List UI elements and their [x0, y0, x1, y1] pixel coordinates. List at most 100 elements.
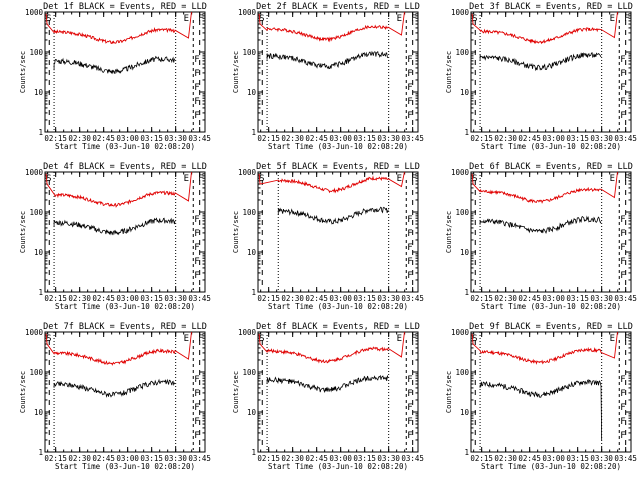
x-tick-label: 02:30	[494, 134, 517, 143]
y-tick-label: 100	[455, 48, 469, 57]
y-tick-label: 100	[242, 48, 256, 57]
start-marker-letter: S	[46, 334, 51, 344]
panel-title: Det 1f BLACK = Events, RED = LLD	[43, 2, 207, 12]
series-events-line	[53, 217, 176, 236]
x-tick-label: 03:15	[140, 294, 163, 303]
x-axis-label: Start Time (03-Jun-10 02:08:20)	[481, 302, 621, 311]
series-lld-line	[471, 331, 618, 365]
x-tick-label: 02:45	[518, 294, 541, 303]
series-events-line	[53, 378, 176, 398]
x-tick-label: 03:45	[614, 454, 637, 463]
f-marker-letter: F	[194, 431, 199, 441]
x-tick-label: 03:45	[401, 134, 424, 143]
x-tick-label: 02:15	[257, 454, 280, 463]
y-tick-label: 1000	[238, 168, 257, 177]
start-marker-letter: S	[259, 174, 264, 184]
x-tick-label: 03:30	[377, 294, 400, 303]
f-marker-letter: F	[407, 271, 412, 281]
x-tick-label: 03:00	[542, 454, 565, 463]
y-axis-label: Counts/sec	[19, 371, 27, 413]
start-marker-letter: S	[472, 174, 477, 184]
f-marker-letter: F	[620, 271, 625, 281]
x-tick-label: 03:15	[566, 454, 589, 463]
x-tick-label: 02:45	[92, 134, 115, 143]
panel-det-1f: Det 1f BLACK = Events, RED = LLD 1 10 100 10…	[19, 2, 211, 151]
end-marker-letter: E	[610, 174, 615, 184]
panel-det-5f: Det 5f BLACK = Events, RED = LLD 1 10 100 10…	[232, 162, 424, 311]
x-tick-label: 03:15	[353, 134, 376, 143]
x-tick-label: 03:45	[614, 134, 637, 143]
x-tick-label: 02:15	[44, 454, 67, 463]
panel-det-2f: Det 2f BLACK = Events, RED = LLD 1 10 100 10…	[232, 2, 424, 151]
panel-title: Det 7f BLACK = Events, RED = LLD	[43, 322, 207, 332]
x-tick-label: 02:45	[518, 134, 541, 143]
y-tick-label: 1	[38, 288, 43, 297]
x-tick-label: 03:15	[140, 134, 163, 143]
y-tick-label: 1000	[25, 8, 44, 17]
panel-title: Det 5f BLACK = Events, RED = LLD	[256, 162, 420, 172]
x-tick-label: 03:00	[329, 454, 352, 463]
y-tick-label: 1000	[25, 168, 44, 177]
end-marker-letter: E	[184, 334, 189, 344]
f-marker-letter: F	[620, 417, 625, 427]
series-lld-line	[471, 171, 618, 204]
end-marker-letter: E	[610, 14, 615, 24]
y-tick-label: 100	[455, 208, 469, 217]
x-tick-label: 03:15	[140, 454, 163, 463]
y-tick-label: 10	[460, 408, 470, 417]
f-marker-letter: F	[407, 417, 412, 427]
x-tick-label: 03:45	[401, 294, 424, 303]
x-tick-label: 03:45	[614, 294, 637, 303]
f-marker-letter: F	[194, 403, 199, 413]
x-axis-label: Start Time (03-Jun-10 02:08:20)	[481, 462, 621, 471]
panel-det-3f: Det 3f BLACK = Events, RED = LLD 1 10 100 10…	[445, 2, 637, 151]
f-marker-letter: F	[620, 215, 625, 225]
series-lld-line	[258, 11, 405, 43]
x-tick-label: 03:45	[188, 454, 211, 463]
series-events-line	[266, 50, 389, 70]
f-marker-letter: F	[194, 215, 199, 225]
start-marker-letter: S	[472, 334, 477, 344]
x-tick-label: 02:45	[92, 294, 115, 303]
series-lld-line	[471, 11, 618, 45]
f-marker-letter: F	[620, 55, 625, 65]
f-marker-letter: F	[194, 97, 199, 107]
f-marker-letter: F	[620, 389, 625, 399]
plot-frame	[470, 171, 632, 293]
series-events-line	[479, 52, 602, 72]
f-marker-letter: F	[411, 334, 416, 344]
f-marker-letter: F	[407, 229, 412, 239]
y-tick-label: 1	[464, 128, 469, 137]
y-tick-label: 100	[242, 208, 256, 217]
y-tick-label: 1	[38, 128, 43, 137]
plot-frame	[257, 171, 419, 293]
x-tick-label: 02:15	[470, 454, 493, 463]
f-marker-letter: F	[407, 375, 412, 385]
f-marker-letter: F	[407, 83, 412, 93]
panel-det-9f: Det 9f BLACK = Events, RED = LLD 1 10 100 10…	[445, 322, 637, 471]
y-tick-label: 100	[29, 208, 43, 217]
x-tick-label: 02:45	[518, 454, 541, 463]
end-marker-letter: E	[610, 334, 615, 344]
x-tick-label: 02:15	[470, 134, 493, 143]
y-tick-label: 10	[247, 248, 257, 257]
f-marker-letter: F	[624, 174, 629, 184]
f-marker-letter: F	[198, 334, 203, 344]
x-tick-label: 02:30	[281, 134, 304, 143]
plot-frame	[470, 331, 632, 453]
y-tick-label: 100	[242, 368, 256, 377]
y-axis-label: Counts/sec	[445, 211, 453, 253]
y-tick-label: 1000	[451, 168, 470, 177]
series-events-line	[479, 215, 602, 234]
x-tick-label: 03:00	[329, 294, 352, 303]
x-tick-label: 03:30	[590, 294, 613, 303]
y-tick-label: 1000	[25, 328, 44, 337]
start-marker-letter: S	[259, 334, 264, 344]
series-lld-line	[258, 171, 405, 194]
f-marker-letter: F	[620, 243, 625, 253]
plot-frame	[44, 171, 206, 293]
f-marker-letter: F	[407, 257, 412, 267]
panel-det-4f: Det 4f BLACK = Events, RED = LLD 1 10 100 10…	[19, 162, 211, 311]
f-marker-letter: F	[194, 83, 199, 93]
